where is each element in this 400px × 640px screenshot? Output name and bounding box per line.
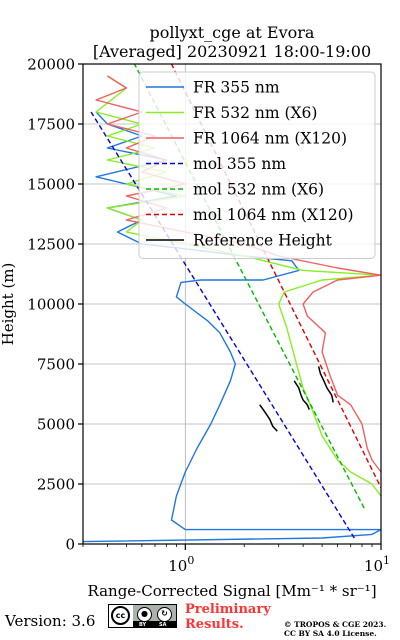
series-line-reference-height xyxy=(259,404,278,432)
legend-label-mol-532-nm-x6: mol 532 nm (X6) xyxy=(193,181,324,199)
y-tick-label: 15000 xyxy=(27,176,75,194)
axes-ticks: 0 2500 5000 7500 10000 12500 15000 17500 20000 10… xyxy=(27,56,390,576)
preliminary-line2: Results. xyxy=(185,617,244,632)
lidar-profile-chart: 0 2500 5000 7500 10000 12500 15000 17500 20000 10… xyxy=(0,23,390,600)
copyright-line2: CC BY SA 4.0 License. xyxy=(284,629,377,638)
preliminary-notice: Preliminary Results. xyxy=(185,602,271,632)
legend-label-mol-1064-nm-x120: mol 1064 nm (X120) xyxy=(193,206,354,224)
copyright-line1: © TROPOS & CGE 2023. xyxy=(284,620,387,629)
version-label: Version: 3.6 xyxy=(5,612,96,630)
preliminary-line1: Preliminary xyxy=(185,602,271,617)
y-axis-label: Height (m) xyxy=(0,263,17,346)
x-axis-label: Range-Corrected Signal [Mm⁻¹ * sr⁻¹] xyxy=(87,582,376,600)
y-tick-label: 20000 xyxy=(27,56,75,74)
legend-label-mol-355-nm: mol 355 nm xyxy=(193,155,286,173)
legend-box xyxy=(138,71,376,259)
chart-subtitle: [Averaged] 20230921 18:00-19:00 xyxy=(93,42,371,61)
x-tick-label: 100 xyxy=(168,554,194,575)
series-line-reference-height xyxy=(293,380,310,410)
y-tick-label: 5000 xyxy=(37,416,75,434)
legend-label-reference-height: Reference Height xyxy=(193,232,333,250)
y-tick-label: 12500 xyxy=(27,236,75,254)
by-attribution-icon: ● xyxy=(137,607,152,622)
cc-license-badge[interactable]: cc ● ↻ BY SA xyxy=(108,604,177,628)
series-line-reference-height xyxy=(317,366,334,403)
y-tick-label: 10000 xyxy=(27,296,75,314)
y-tick-label: 0 xyxy=(65,536,75,554)
y-tick-label: 17500 xyxy=(27,116,75,134)
legend-label-fr-355-nm: FR 355 nm xyxy=(193,79,280,97)
cc-badge-left: cc xyxy=(109,605,133,627)
cc-sa-text: SA xyxy=(159,622,167,628)
copyright-notice: © TROPOS & CGE 2023. CC BY SA 4.0 Licens… xyxy=(284,620,386,638)
legend-label-fr-532-nm-x6: FR 532 nm (X6) xyxy=(193,104,317,122)
chart-title: pollyxt_cge at Evora xyxy=(150,23,315,42)
series-line-mol-355-nm xyxy=(90,111,355,539)
y-tick-label: 7500 xyxy=(37,356,75,374)
cc-icon: cc xyxy=(111,606,130,625)
cc-badge-strip xyxy=(133,621,176,627)
y-tick-label: 2500 xyxy=(37,476,75,494)
share-alike-icon: ↻ xyxy=(157,607,172,622)
x-tick-label: 101 xyxy=(364,554,390,575)
legend: FR 355 nm FR 532 nm (X6) FR 1064 nm (X120)… xyxy=(138,71,376,259)
legend-label-fr-1064-nm-x120: FR 1064 nm (X120) xyxy=(193,130,347,148)
cc-by-text: BY xyxy=(139,622,147,628)
